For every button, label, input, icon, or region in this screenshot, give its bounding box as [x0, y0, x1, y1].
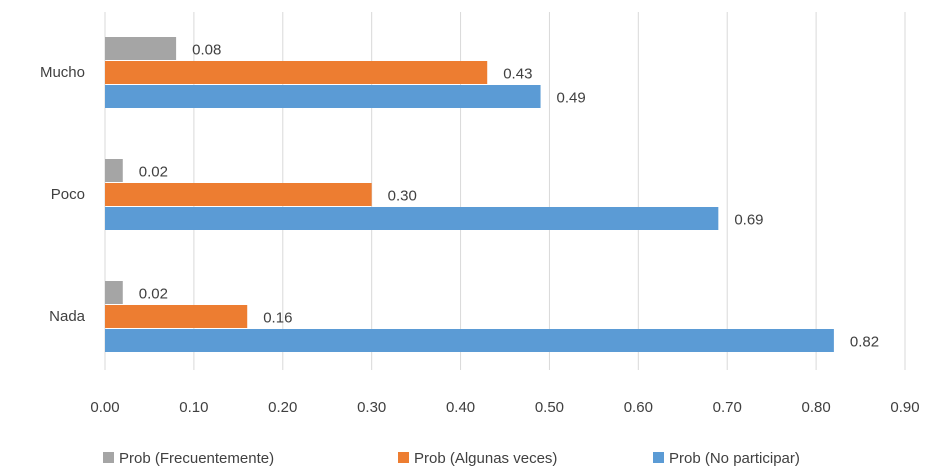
legend-label: Prob (No participar): [669, 450, 800, 467]
x-tick-label: 0.80: [802, 399, 831, 416]
legend-swatch: [398, 452, 409, 463]
legend-label: Prob (Frecuentemente): [119, 450, 274, 467]
data-label: 0.02: [139, 285, 168, 302]
x-tick-label: 0.50: [535, 399, 564, 416]
bar: [105, 61, 488, 84]
bar: [105, 183, 372, 206]
y-tick-label: Nada: [49, 308, 86, 325]
legend-swatch: [103, 452, 114, 463]
legend-label: Prob (Algunas veces): [414, 450, 557, 467]
data-label: 0.08: [192, 41, 221, 58]
bar: [105, 85, 541, 108]
bar: [105, 37, 177, 60]
data-label: 0.16: [263, 309, 292, 326]
x-tick-label: 0.20: [268, 399, 297, 416]
y-tick-label: Poco: [51, 186, 85, 203]
y-tick-label: Mucho: [40, 64, 85, 81]
bar: [105, 281, 123, 304]
bar: [105, 207, 719, 230]
x-tick-label: 0.30: [357, 399, 386, 416]
bar: [105, 159, 123, 182]
x-tick-label: 0.10: [179, 399, 208, 416]
bar: [105, 329, 834, 352]
data-label: 0.30: [388, 187, 417, 204]
bar: [105, 305, 248, 328]
x-tick-label: 0.70: [713, 399, 742, 416]
data-label: 0.02: [139, 163, 168, 180]
x-tick-label: 0.00: [90, 399, 119, 416]
data-label: 0.43: [503, 65, 532, 82]
x-tick-label: 0.40: [446, 399, 475, 416]
data-label: 0.82: [850, 333, 879, 350]
x-tick-label: 0.90: [890, 399, 919, 416]
data-label: 0.49: [557, 89, 586, 106]
legend-swatch: [653, 452, 664, 463]
x-tick-label: 0.60: [624, 399, 653, 416]
data-label: 0.69: [734, 211, 763, 228]
